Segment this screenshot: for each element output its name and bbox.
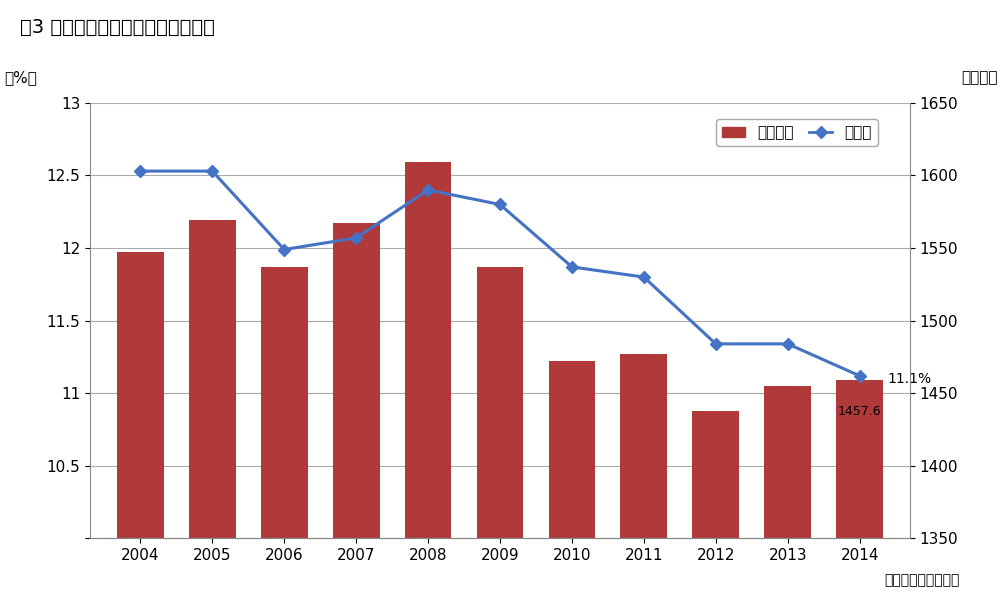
Text: （出所：米労働省）: （出所：米労働省） [885,573,960,587]
Text: （%）: （%） [4,70,37,85]
Bar [261,267,308,538]
Text: （万人）: （万人） [961,70,998,85]
Legend: 組合員数, 組織率: 組合員数, 組織率 [716,119,878,146]
Bar [477,267,523,538]
Bar [117,252,164,538]
Bar [549,361,595,538]
Bar [189,220,236,538]
Bar [405,162,451,538]
Text: 11.1%: 11.1% [887,371,931,386]
Bar [764,386,811,538]
Bar [836,380,883,538]
Text: 図3 米労働組合の組合員数と組織率: 図3 米労働組合の組合員数と組織率 [20,18,215,37]
Text: 1457.6: 1457.6 [838,405,881,418]
Bar [620,354,667,538]
Bar [692,411,739,538]
Bar [333,223,380,538]
